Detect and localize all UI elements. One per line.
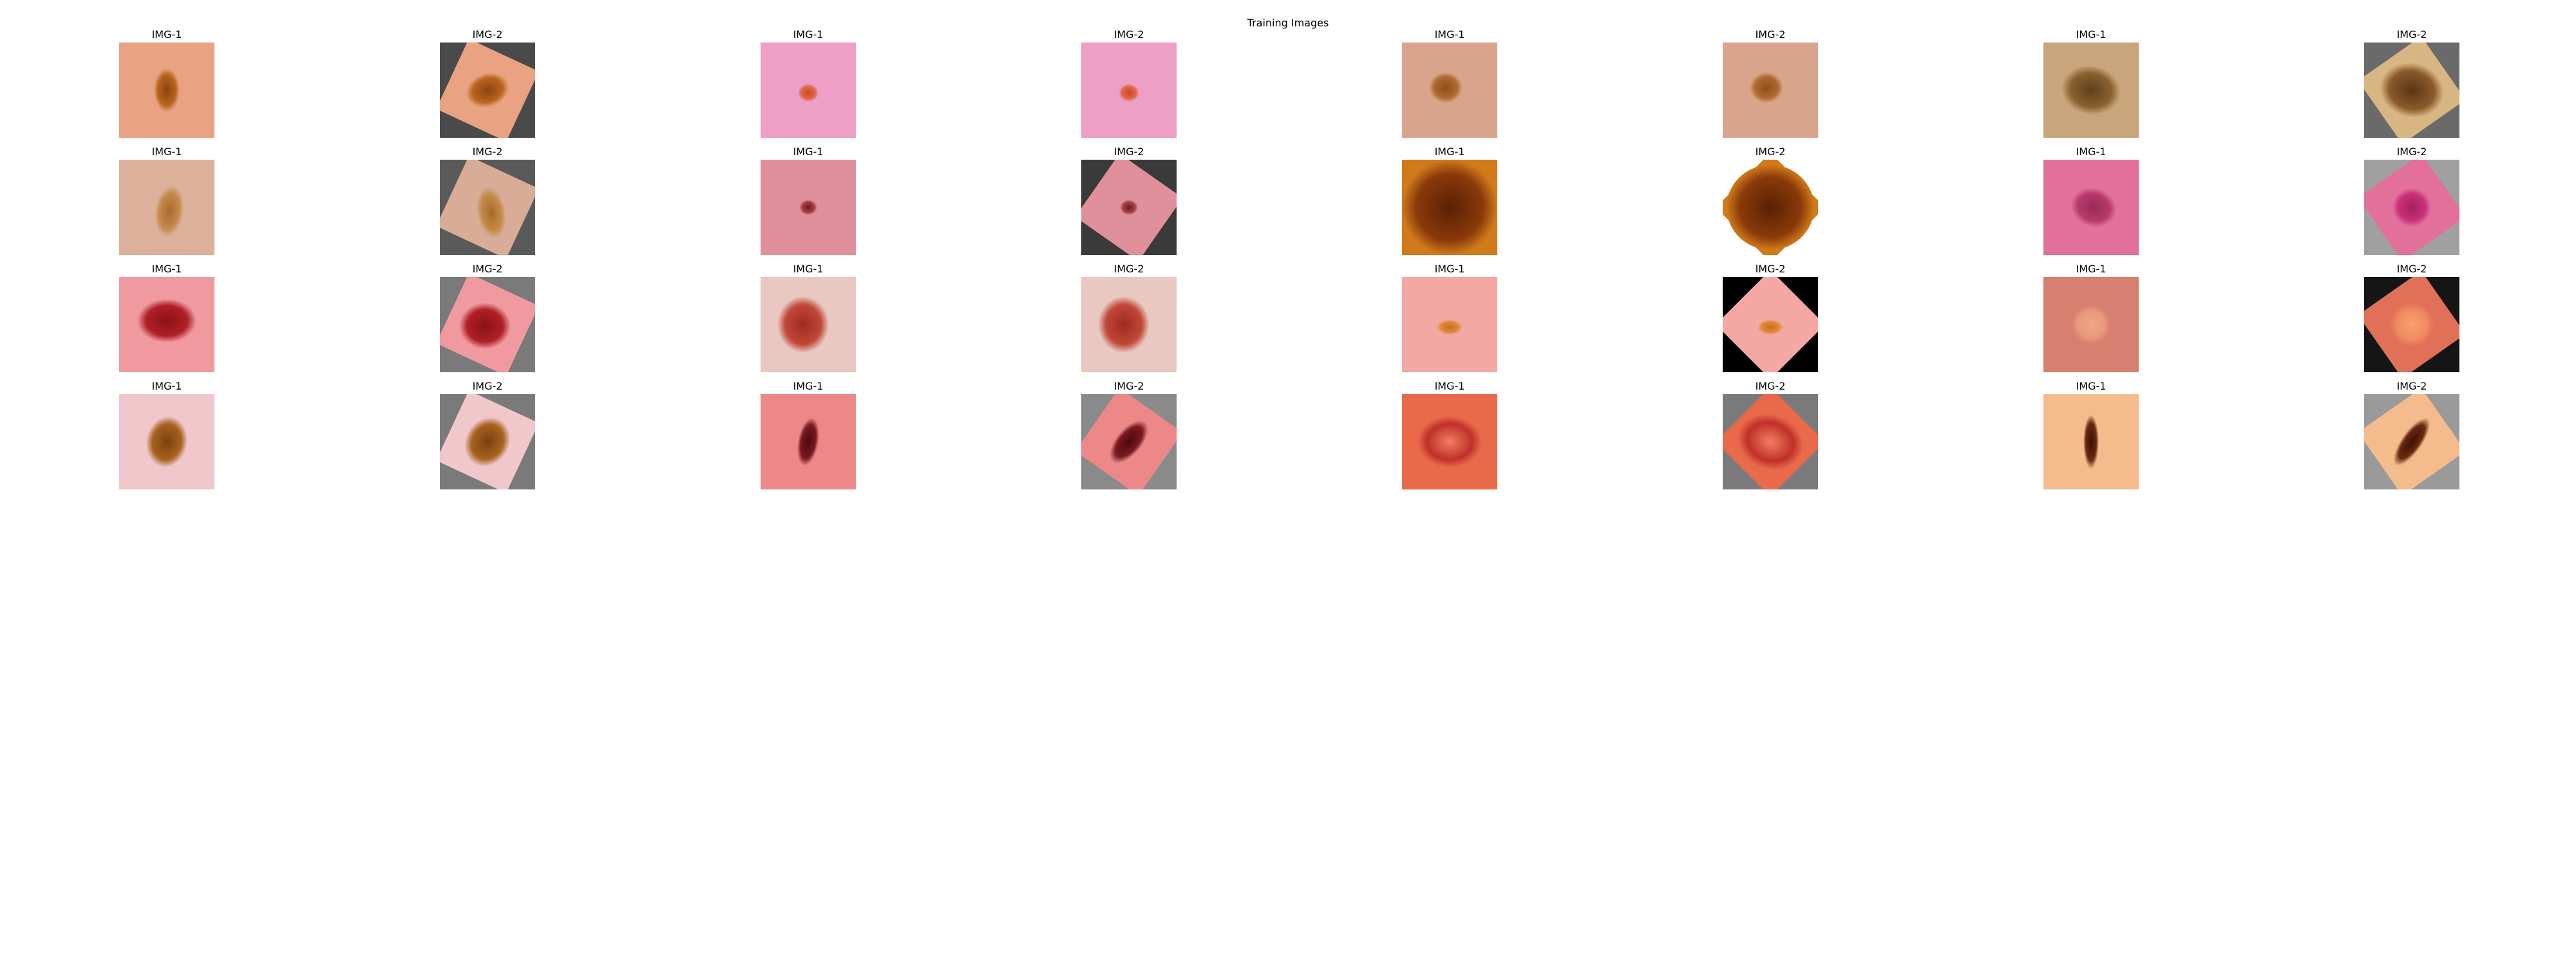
lesion <box>466 72 509 108</box>
lesion <box>2070 187 2117 227</box>
lesion-image <box>761 43 856 138</box>
image-cell-title: IMG-2 <box>2396 380 2427 392</box>
image-cell-title: IMG-2 <box>2396 146 2427 158</box>
image-cell-title: IMG-1 <box>151 263 182 275</box>
lesion <box>1098 296 1150 353</box>
lesion <box>1727 165 1814 250</box>
lesion-image <box>1081 394 1177 489</box>
image-cell-title: IMG-2 <box>1755 380 1786 392</box>
lesion-image <box>119 43 214 138</box>
lesion <box>1750 72 1783 103</box>
lesion <box>1417 416 1482 468</box>
lesion <box>1429 72 1463 103</box>
lesion-image <box>440 43 535 138</box>
lesion-image <box>1723 277 1818 372</box>
lesion-image <box>440 394 535 489</box>
image-cell-title: IMG-1 <box>793 263 824 275</box>
image-cell-title: IMG-2 <box>1755 28 1786 41</box>
lesion <box>137 299 196 343</box>
lesion-image <box>1402 394 1497 489</box>
figure-title: Training Images <box>1247 17 1329 29</box>
lesion-image <box>1081 43 1177 138</box>
lesion <box>1437 319 1463 335</box>
lesion <box>2390 303 2434 346</box>
image-cell-title: IMG-1 <box>2076 146 2107 158</box>
lesion-image <box>440 160 535 255</box>
image-cell-title: IMG-1 <box>151 146 182 158</box>
lesion-image <box>1402 160 1497 255</box>
image-cell-title: IMG-1 <box>1434 28 1465 41</box>
image-cell-title: IMG-1 <box>151 380 182 392</box>
lesion <box>477 187 506 238</box>
lesion-image <box>761 160 856 255</box>
lesion <box>798 84 819 102</box>
image-cell-title: IMG-2 <box>1113 380 1144 392</box>
lesion-image <box>1402 277 1497 372</box>
image-cell-title: IMG-2 <box>472 28 503 41</box>
lesion-image <box>2043 394 2139 489</box>
lesion-image <box>1081 277 1177 372</box>
lesion-image <box>761 394 856 489</box>
lesion <box>154 68 180 112</box>
image-cell-title: IMG-2 <box>2396 28 2427 41</box>
lesion <box>1402 160 1497 255</box>
image-cell-title: IMG-1 <box>793 28 824 41</box>
lesion <box>2083 415 2099 469</box>
lesion-image <box>119 277 214 372</box>
image-cell-title: IMG-1 <box>1434 380 1465 392</box>
lesion-image <box>2364 160 2459 255</box>
lesion <box>797 417 820 466</box>
lesion <box>1110 420 1148 464</box>
lesion-image <box>119 160 214 255</box>
lesion-image <box>2364 43 2459 138</box>
image-cell-title: IMG-2 <box>472 146 503 158</box>
image-cell-title: IMG-1 <box>793 146 824 158</box>
lesion <box>155 185 184 237</box>
image-cell-title: IMG-1 <box>1434 263 1465 275</box>
image-cell-title: IMG-2 <box>1755 146 1786 158</box>
lesion <box>2393 417 2430 466</box>
lesion <box>459 303 511 349</box>
lesion-image <box>1723 160 1818 255</box>
lesion <box>2392 188 2431 227</box>
lesion <box>1738 413 1803 470</box>
lesion <box>464 417 511 467</box>
lesion <box>1120 200 1138 215</box>
lesion-image <box>2043 160 2139 255</box>
image-cell-title: IMG-2 <box>1755 263 1786 275</box>
lesion <box>2380 62 2444 118</box>
image-cell-title: IMG-2 <box>1113 146 1144 158</box>
image-cell-title: IMG-1 <box>1434 146 1465 158</box>
lesion <box>1757 319 1783 335</box>
image-cell-title: IMG-1 <box>2076 380 2107 392</box>
image-cell-title: IMG-2 <box>472 380 503 392</box>
lesion-image <box>2364 394 2459 489</box>
lesion <box>777 296 829 353</box>
lesion <box>2072 305 2110 344</box>
image-cell-title: IMG-1 <box>151 28 182 41</box>
lesion-image <box>119 394 214 489</box>
image-cell-title: IMG-2 <box>472 263 503 275</box>
lesion-image <box>1402 43 1497 138</box>
lesion-image <box>2043 277 2139 372</box>
lesion-image <box>1081 160 1177 255</box>
image-cell-title: IMG-1 <box>2076 263 2107 275</box>
lesion <box>799 200 817 215</box>
lesion <box>1119 84 1139 102</box>
image-cell-title: IMG-1 <box>2076 28 2107 41</box>
lesion-image <box>1723 394 1818 489</box>
lesion <box>146 416 188 468</box>
image-cell-title: IMG-2 <box>1113 28 1144 41</box>
lesion-image <box>761 277 856 372</box>
image-cell-title: IMG-2 <box>2396 263 2427 275</box>
lesion-image <box>1723 43 1818 138</box>
lesion-image <box>2043 43 2139 138</box>
lesion-image <box>2364 277 2459 372</box>
lesion <box>2061 65 2121 115</box>
lesion-image <box>440 277 535 372</box>
image-cell-title: IMG-1 <box>793 380 824 392</box>
image-cell-title: IMG-2 <box>1113 263 1144 275</box>
